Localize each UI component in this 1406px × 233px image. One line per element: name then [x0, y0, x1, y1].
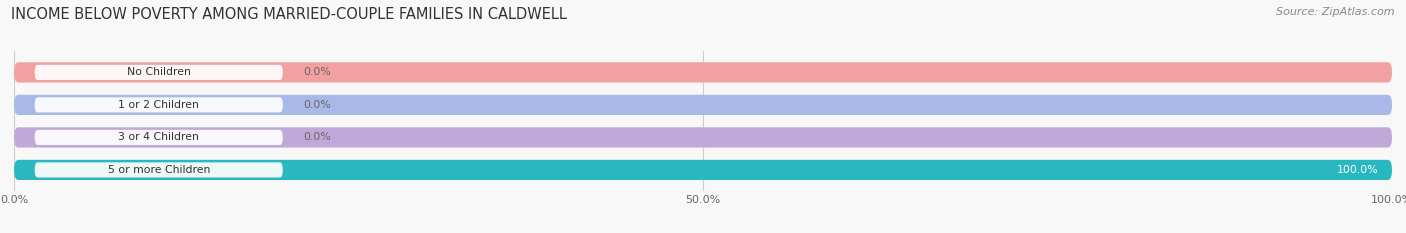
- FancyBboxPatch shape: [35, 162, 283, 178]
- Text: 0.0%: 0.0%: [304, 100, 332, 110]
- FancyBboxPatch shape: [14, 127, 1392, 147]
- Text: INCOME BELOW POVERTY AMONG MARRIED-COUPLE FAMILIES IN CALDWELL: INCOME BELOW POVERTY AMONG MARRIED-COUPL…: [11, 7, 567, 22]
- FancyBboxPatch shape: [35, 65, 283, 80]
- FancyBboxPatch shape: [14, 160, 1392, 180]
- Text: Source: ZipAtlas.com: Source: ZipAtlas.com: [1277, 7, 1395, 17]
- FancyBboxPatch shape: [14, 95, 1392, 115]
- Text: 3 or 4 Children: 3 or 4 Children: [118, 132, 200, 142]
- Text: 5 or more Children: 5 or more Children: [107, 165, 209, 175]
- FancyBboxPatch shape: [14, 62, 1392, 82]
- FancyBboxPatch shape: [14, 62, 1392, 82]
- FancyBboxPatch shape: [14, 160, 1392, 180]
- Text: 0.0%: 0.0%: [304, 132, 332, 142]
- Text: No Children: No Children: [127, 67, 191, 77]
- FancyBboxPatch shape: [14, 127, 1392, 147]
- Text: 1 or 2 Children: 1 or 2 Children: [118, 100, 200, 110]
- FancyBboxPatch shape: [35, 130, 283, 145]
- FancyBboxPatch shape: [35, 97, 283, 113]
- Text: 100.0%: 100.0%: [1337, 165, 1378, 175]
- FancyBboxPatch shape: [14, 95, 1392, 115]
- Text: 0.0%: 0.0%: [304, 67, 332, 77]
